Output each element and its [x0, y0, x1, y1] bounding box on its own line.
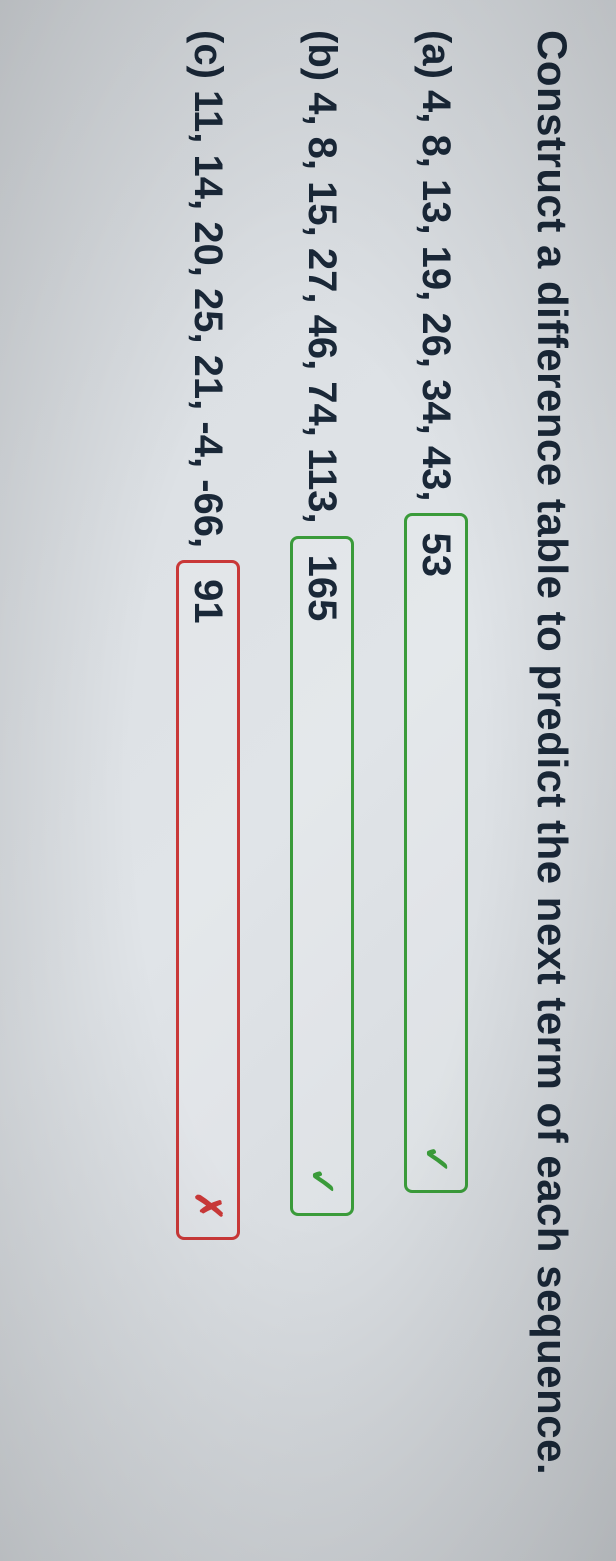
answer-box-b[interactable]: 165 ✓ — [290, 536, 354, 1216]
answer-box-a[interactable]: 53 ✓ — [404, 513, 468, 1193]
answer-value-a: 53 — [414, 532, 459, 577]
answer-value-b: 165 — [300, 555, 345, 622]
check-icon: ✓ — [301, 1167, 343, 1197]
question-label-c: (c) 11, 14, 20, 25, 21, -4, -66, — [186, 30, 231, 548]
question-label-b: (b) 4, 8, 15, 27, 46, 74, 113, — [300, 30, 345, 524]
question-row-a: (a) 4, 8, 13, 19, 26, 34, 43, 53 ✓ — [404, 30, 468, 1531]
answer-value-c: 91 — [186, 579, 231, 624]
question-row-c: (c) 11, 14, 20, 25, 21, -4, -66, 91 ✗ — [176, 30, 240, 1531]
prompt-text: Construct a difference table to predict … — [528, 30, 576, 1531]
cross-icon: ✗ — [187, 1191, 229, 1221]
content-wrapper: Construct a difference table to predict … — [0, 0, 616, 1561]
question-label-a: (a) 4, 8, 13, 19, 26, 34, 43, — [414, 30, 459, 501]
check-icon: ✓ — [415, 1144, 457, 1174]
answer-box-c[interactable]: 91 ✗ — [176, 560, 240, 1240]
question-row-b: (b) 4, 8, 15, 27, 46, 74, 113, 165 ✓ — [290, 30, 354, 1531]
